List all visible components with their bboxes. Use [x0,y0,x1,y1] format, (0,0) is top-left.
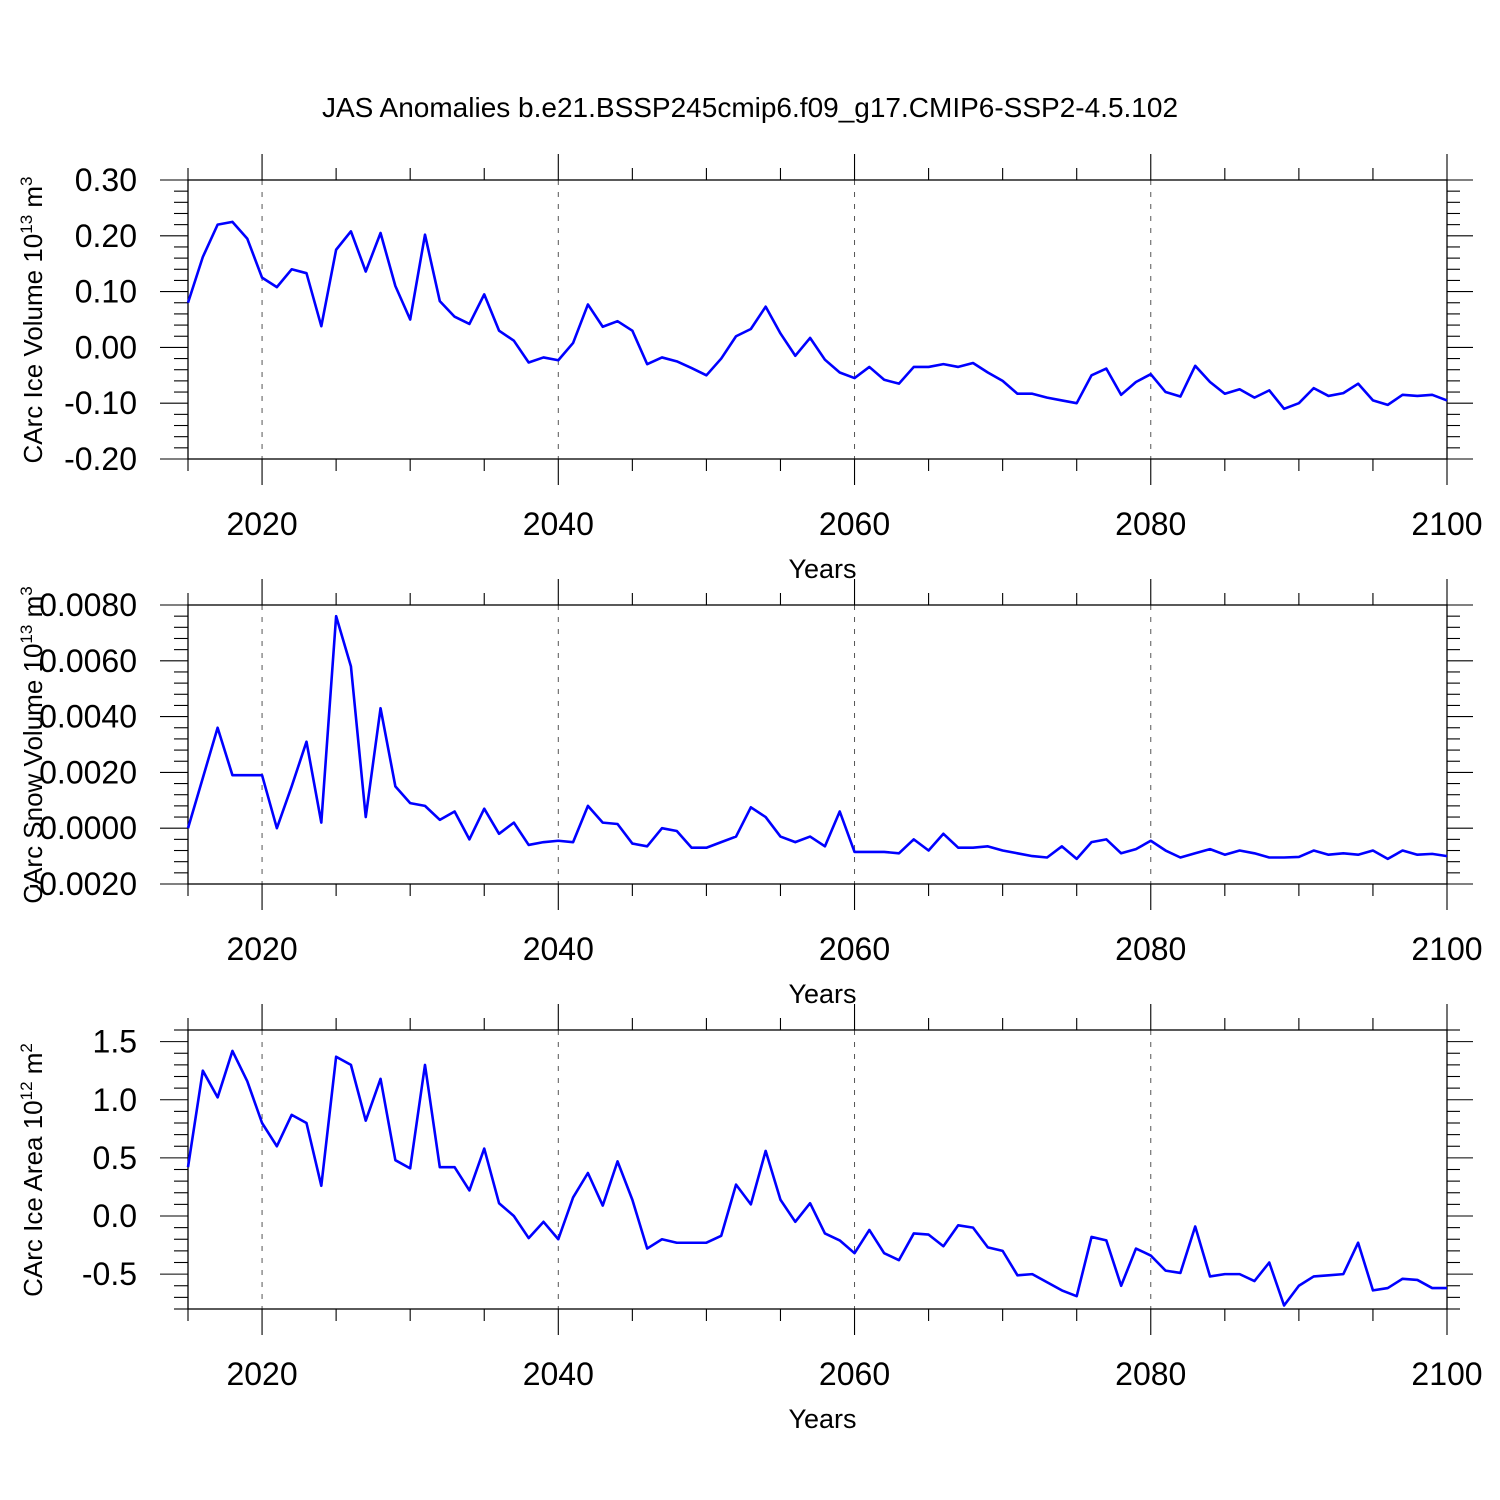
x-tick-label: 2040 [523,931,594,967]
y-tick-label: 0.00 [75,329,137,365]
chart-panels: 2020 2040 2060 2080 2100 0.30 0.20 0.10 0.00 -0.1… [17,154,1483,1434]
y-tick-label: -0.10 [64,385,137,421]
y-tick-label: -0.5 [82,1256,137,1292]
panel-2: 2020 2040 2060 2080 2100 0.0080 0.0060 0.0040 0.… [17,579,1483,1009]
x-tick-label: 2100 [1411,931,1482,967]
x-tick-label: 2020 [226,1356,297,1392]
y-tick-label: -0.20 [64,441,137,477]
x-tick-label: 2040 [523,1356,594,1392]
x-tick-label: 2060 [819,1356,890,1392]
x-tick-label: 2080 [1115,931,1186,967]
plot-frame [187,179,1448,460]
x-axis-title: Years [788,979,856,1009]
x-tick-label: 2020 [226,506,297,542]
panel-3: 2020 2040 2060 2080 2100 1.5 1.0 0.5 0.0 -0.5 Year… [17,1004,1483,1434]
y-tick-label: 0.30 [75,162,137,198]
y-tick-label: 0.0040 [39,699,137,735]
x-tick-label: 2100 [1411,1356,1482,1392]
x-axis-title: Years [788,1404,856,1434]
series-line [186,614,1448,861]
plot-frame [187,604,1448,885]
y-axis-title: CArc Snow Volume 1013 m3 [17,586,48,903]
x-tick-label: 2060 [819,931,890,967]
x-tick-label: 2080 [1115,1356,1186,1392]
y-tick-label: 0.0 [93,1198,137,1234]
y-axis-title: CArc Ice Volume 1013 m3 [17,176,48,463]
y-tick-label: 0.0020 [39,754,137,790]
y-tick-label: 0.0080 [39,587,137,623]
plot-frame [187,1029,1448,1310]
x-tick-label: 2080 [1115,506,1186,542]
y-tick-label: 0.10 [75,274,137,310]
y-axis-title: CArc Ice Area 1012 m2 [17,1043,48,1297]
y-tick-label: 0.20 [75,218,137,254]
x-tick-label: 2100 [1411,506,1482,542]
y-tick-label: 1.0 [93,1082,137,1118]
y-tick-label: 0.0060 [39,643,137,679]
y-tick-label: 1.5 [93,1024,137,1060]
chart-title: JAS Anomalies b.e21.BSSP245cmip6.f09_g17… [322,92,1178,123]
series-line [186,1049,1447,1307]
panel-1: 2020 2040 2060 2080 2100 0.30 0.20 0.10 0.00 -0.1… [17,154,1483,584]
x-tick-label: 2020 [226,931,297,967]
y-tick-label: -0.0020 [28,866,137,902]
series-line [186,220,1448,411]
x-tick-label: 2060 [819,506,890,542]
y-tick-label: 0.5 [93,1140,137,1176]
x-axis-title: Years [788,554,856,584]
x-tick-label: 2040 [523,506,594,542]
y-tick-label: 0.0000 [39,810,137,846]
